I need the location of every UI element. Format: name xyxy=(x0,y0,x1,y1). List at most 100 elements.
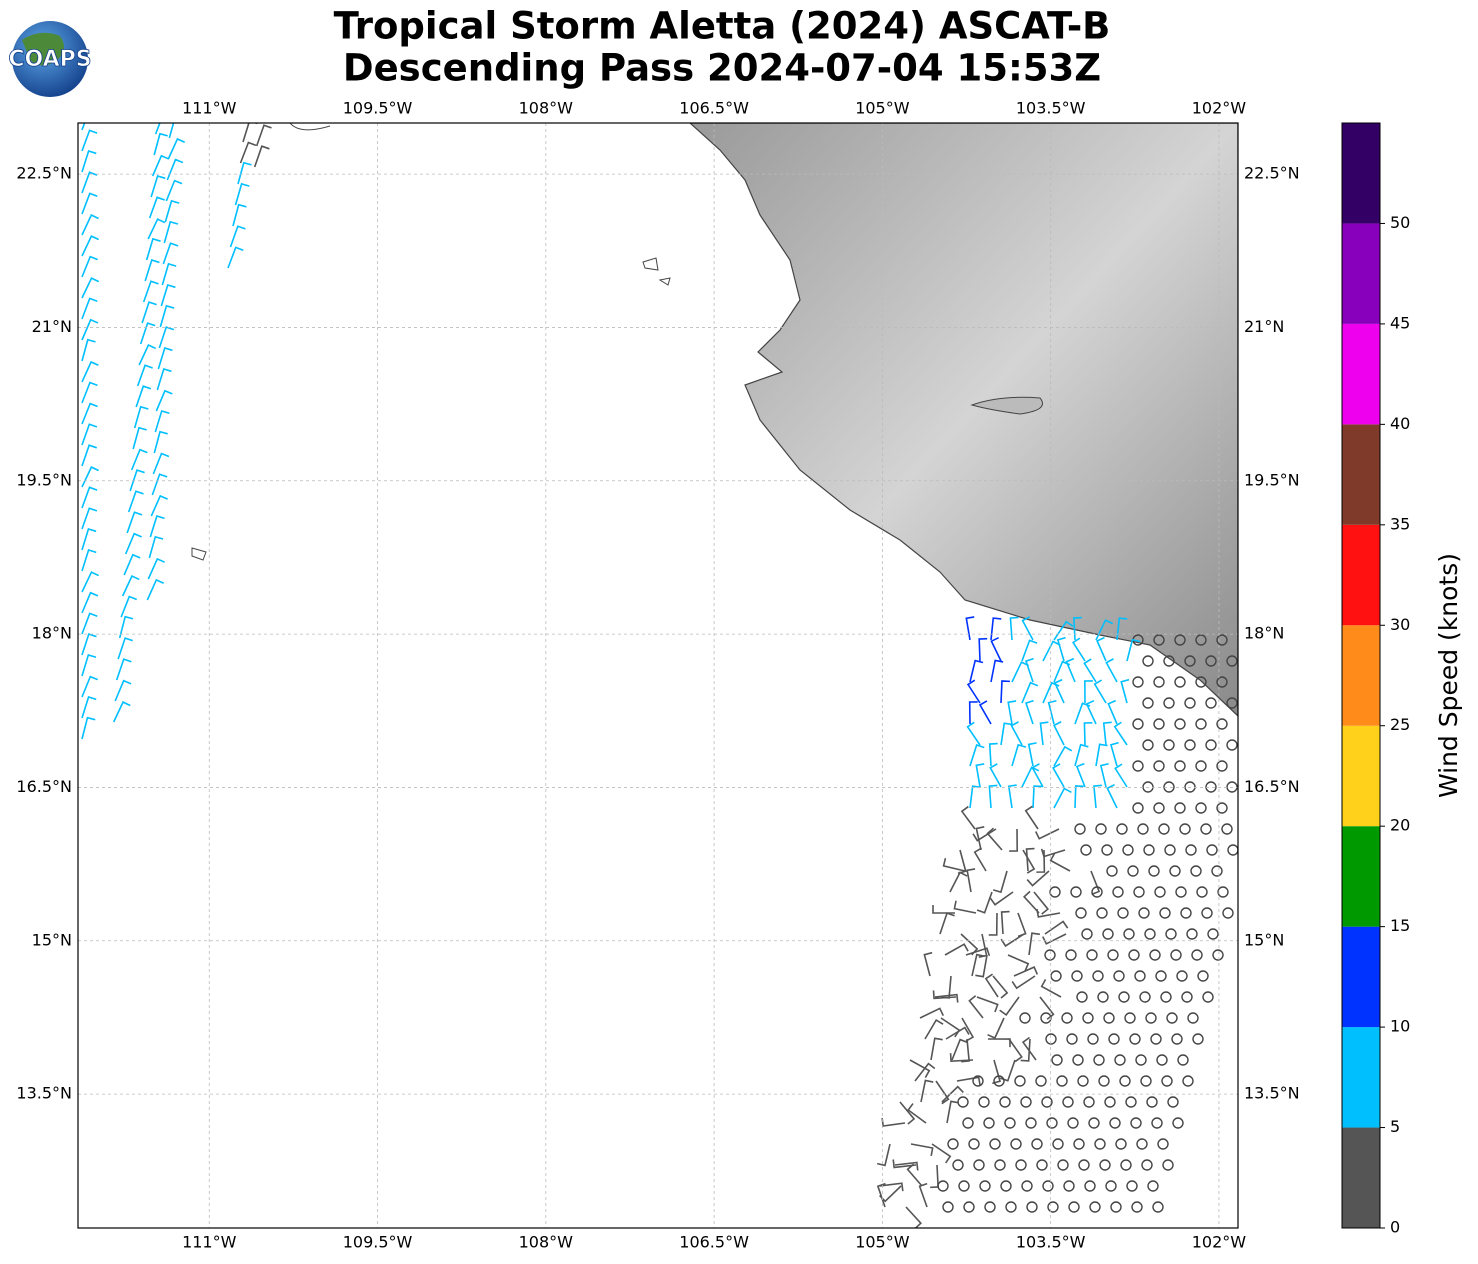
calm-marker xyxy=(1103,1012,1115,1024)
logo-text: COAPS xyxy=(8,47,91,72)
calm-marker xyxy=(1021,1180,1033,1192)
calm-marker xyxy=(1019,1012,1031,1024)
wind-barb xyxy=(961,1017,975,1042)
calm-marker xyxy=(1073,1138,1085,1150)
calm-marker xyxy=(1104,1096,1116,1108)
wind-barb xyxy=(232,203,247,227)
calm-marker xyxy=(1047,1201,1059,1213)
calm-marker xyxy=(1174,634,1186,646)
calm-marker xyxy=(1179,823,1191,835)
wind-barb xyxy=(968,701,978,725)
coast xyxy=(289,123,331,131)
calm-marker xyxy=(1161,1075,1173,1087)
wind-barb xyxy=(117,637,133,660)
calm-marker xyxy=(1052,1138,1064,1150)
calm-marker xyxy=(1138,907,1150,919)
calm-marker xyxy=(958,1180,970,1192)
wind-barb xyxy=(942,857,966,872)
wind-barb xyxy=(949,871,968,893)
calm-marker xyxy=(984,1201,996,1213)
wind-barb xyxy=(148,535,164,559)
x-tick-label: 111°W xyxy=(182,99,237,118)
chart-title: Tropical Storm Aletta (2024) ASCAT-B xyxy=(334,5,1111,48)
calm-marker xyxy=(1004,1117,1016,1129)
wind-barb xyxy=(966,868,976,893)
calm-marker xyxy=(1115,1138,1127,1150)
calm-marker xyxy=(1086,949,1098,961)
calm-marker xyxy=(1217,886,1229,898)
calm-marker xyxy=(1212,949,1224,961)
calm-marker xyxy=(1067,1117,1079,1129)
calm-marker xyxy=(1132,718,1144,730)
calm-marker xyxy=(1095,823,1107,835)
wind-barb xyxy=(1027,742,1037,767)
calm-marker xyxy=(1108,1033,1120,1045)
calm-marker xyxy=(1056,1075,1068,1087)
calm-marker xyxy=(1192,1033,1204,1045)
wind-barb xyxy=(1011,743,1027,767)
x-tick-label: 103.5°W xyxy=(1016,1233,1086,1252)
calm-marker xyxy=(1049,886,1061,898)
wind-barb xyxy=(1114,763,1128,788)
calm-marker xyxy=(1174,802,1186,814)
calm-marker xyxy=(1118,991,1130,1003)
wind-barb xyxy=(988,912,998,936)
calm-marker xyxy=(1025,1117,1037,1129)
calm-marker xyxy=(1152,1201,1164,1213)
wind-barb xyxy=(81,633,97,656)
wind-barb xyxy=(1033,891,1050,915)
land xyxy=(689,123,1238,717)
wind-barb xyxy=(157,346,173,370)
calm-marker xyxy=(963,1201,975,1213)
wind-barb xyxy=(148,196,165,219)
wind-barb xyxy=(81,653,97,677)
wind-barb xyxy=(81,527,97,551)
wind-barb xyxy=(81,402,98,425)
wind-barb xyxy=(1009,828,1019,852)
wind-barb xyxy=(992,870,1008,894)
wind-barb xyxy=(1053,678,1065,704)
calm-marker xyxy=(1015,1159,1027,1171)
calm-marker xyxy=(1200,823,1212,835)
wind-barb xyxy=(1007,954,1030,972)
wind-barb xyxy=(919,1007,945,1019)
wind-barb xyxy=(1000,680,1011,704)
calm-marker xyxy=(1142,739,1154,751)
calm-marker xyxy=(1216,802,1228,814)
wind-barb xyxy=(1021,1036,1037,1061)
wind-barb xyxy=(149,514,165,538)
wind-barb xyxy=(965,616,975,641)
calm-marker xyxy=(1196,886,1208,898)
wind-barb xyxy=(144,259,160,282)
calm-marker xyxy=(1160,991,1172,1003)
calm-marker xyxy=(1122,844,1134,856)
calm-marker xyxy=(1132,676,1144,688)
wind-barb xyxy=(146,578,164,601)
wind-barb xyxy=(135,385,152,408)
wind-barb xyxy=(1039,996,1055,1020)
calm-marker xyxy=(1155,970,1167,982)
calm-marker xyxy=(1102,928,1114,940)
wind-barb xyxy=(956,1076,981,1086)
calm-marker xyxy=(1163,781,1175,793)
calm-marker xyxy=(1169,865,1181,877)
calm-marker xyxy=(1143,844,1155,856)
calm-marker xyxy=(1105,1180,1117,1192)
wind-barb xyxy=(932,904,956,914)
wind-barb xyxy=(1013,966,1039,977)
calm-marker xyxy=(979,1180,991,1192)
calm-marker xyxy=(1166,1012,1178,1024)
wind-barb xyxy=(946,1100,959,1124)
wind-barb xyxy=(969,785,981,809)
wind-barb xyxy=(972,828,997,842)
wind-barb xyxy=(81,381,98,404)
calm-marker xyxy=(993,1075,1005,1087)
wind-barb xyxy=(960,805,976,830)
wind-barb xyxy=(966,721,981,746)
calm-marker xyxy=(1092,970,1104,982)
calm-marker xyxy=(1014,1075,1026,1087)
wind-barb xyxy=(881,1117,906,1127)
calm-marker xyxy=(1162,1159,1174,1171)
calm-marker xyxy=(1074,823,1086,835)
calm-marker xyxy=(1156,1054,1168,1066)
